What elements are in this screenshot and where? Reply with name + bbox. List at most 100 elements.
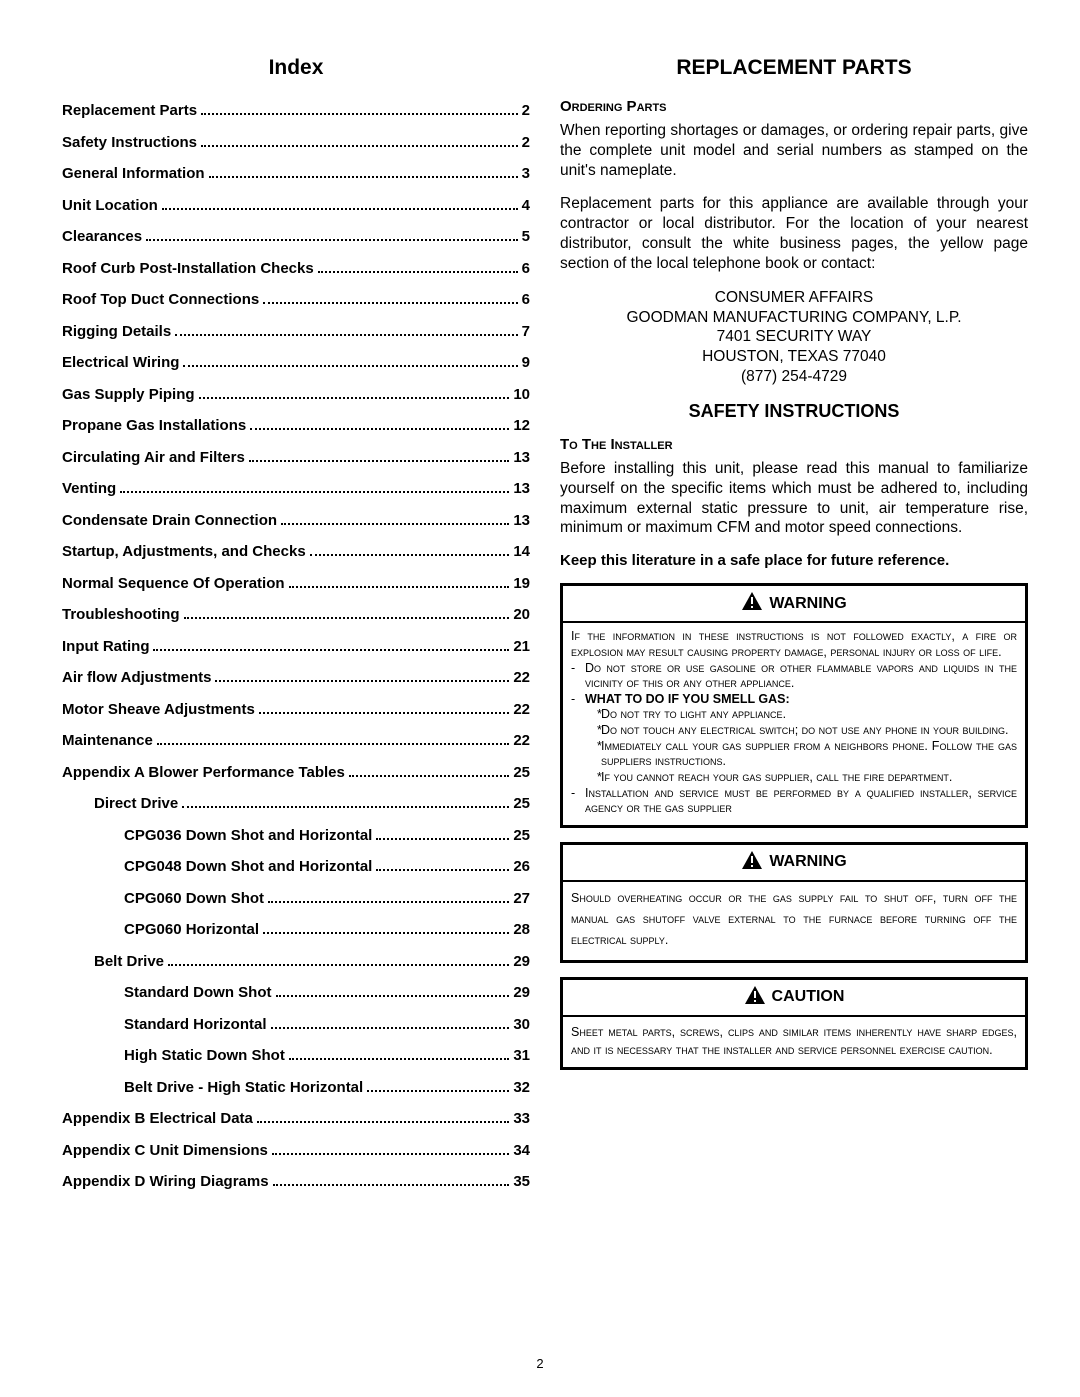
contact-block: CONSUMER AFFAIRS GOODMAN MANUFACTURING C…: [560, 288, 1028, 387]
toc-row: General Information3: [62, 165, 530, 182]
toc-page: 29: [513, 953, 530, 970]
warning-box-1: WARNING If the information in these inst…: [560, 583, 1028, 828]
toc-label: Replacement Parts: [62, 102, 197, 119]
contact-l3: 7401 SECURITY WAY: [717, 328, 872, 345]
toc-dots: [263, 932, 509, 934]
dash-bullet: -: [571, 692, 585, 708]
index-title: Index: [62, 56, 530, 80]
toc-page: 27: [513, 890, 530, 907]
toc-dots: [153, 649, 509, 651]
toc-label: Appendix C Unit Dimensions: [62, 1142, 268, 1159]
toc-label: Electrical Wiring: [62, 354, 179, 371]
toc-dots: [318, 271, 518, 273]
toc-page: 2: [522, 102, 530, 119]
toc-page: 30: [513, 1016, 530, 1033]
toc-page: 6: [522, 291, 530, 308]
toc-page: 31: [513, 1047, 530, 1064]
toc-label: CPG060 Horizontal: [124, 921, 259, 938]
toc-page: 7: [522, 323, 530, 340]
toc-label: Roof Top Duct Connections: [62, 291, 259, 308]
toc-row: Input Rating 21: [62, 638, 530, 655]
w1-s2: Do not touch any electrical switch; do n…: [601, 723, 1009, 739]
warning-box-2: WARNING Should overheating occur or the …: [560, 842, 1028, 963]
page-number: 2: [0, 1356, 1080, 1371]
toc-label: CPG048 Down Shot and Horizontal: [124, 858, 372, 875]
toc-label: Belt Drive - High Static Horizontal: [124, 1079, 363, 1096]
toc-label: High Static Down Shot: [124, 1047, 285, 1064]
toc-page: 4: [522, 197, 530, 214]
contact-l4: HOUSTON, TEXAS 77040: [702, 348, 886, 365]
w1-s3: Immediately call your gas supplier from …: [601, 739, 1017, 770]
toc-label: Input Rating: [62, 638, 149, 655]
toc-row: Appendix B Electrical Data33: [62, 1110, 530, 1127]
toc-row: Motor Sheave Adjustments22: [62, 701, 530, 718]
dash-bullet: -: [571, 786, 585, 817]
toc-page: 33: [513, 1110, 530, 1127]
toc-dots: [175, 334, 517, 336]
toc-label: Circulating Air and Filters: [62, 449, 245, 466]
toc-dots: [289, 1058, 509, 1060]
toc-label: Propane Gas Installations: [62, 417, 246, 434]
toc-label: Roof Curb Post-Installation Checks: [62, 260, 314, 277]
toc-row: CPG060 Down Shot 27: [62, 890, 530, 907]
toc-row: Clearances5: [62, 228, 530, 245]
toc-label: Venting: [62, 480, 116, 497]
toc-page: 2: [522, 134, 530, 151]
contact-l1: CONSUMER AFFAIRS: [715, 289, 873, 306]
toc-dots: [157, 743, 509, 745]
toc-row: Propane Gas Installations12: [62, 417, 530, 434]
ordering-parts-p1: When reporting shortages or damages, or …: [560, 121, 1028, 180]
toc-dots: [250, 428, 509, 430]
toc-dots: [268, 901, 509, 903]
toc-list: Replacement Parts2Safety Instructions2Ge…: [62, 102, 530, 1190]
star-bullet: *: [571, 723, 601, 739]
toc-label: Motor Sheave Adjustments: [62, 701, 255, 718]
toc-row: CPG036 Down Shot and Horizontal25: [62, 827, 530, 844]
toc-page: 13: [513, 480, 530, 497]
toc-row: Gas Supply Piping10: [62, 386, 530, 403]
toc-row: Appendix C Unit Dimensions34: [62, 1142, 530, 1159]
contact-l2: GOODMAN MANUFACTURING COMPANY, L.P.: [626, 309, 961, 326]
keep-literature: Keep this literature in a safe place for…: [560, 552, 1028, 569]
safety-instructions-title: SAFETY INSTRUCTIONS: [560, 401, 1028, 422]
toc-page: 20: [513, 606, 530, 623]
toc-label: Direct Drive: [94, 795, 178, 812]
warning-body-2: Should overheating occur or the gas supp…: [563, 882, 1025, 960]
warning-label-2: WARNING: [769, 853, 846, 871]
toc-dots: [349, 775, 509, 777]
toc-page: 28: [513, 921, 530, 938]
toc-page: 13: [513, 449, 530, 466]
toc-label: CPG060 Down Shot: [124, 890, 264, 907]
toc-page: 13: [513, 512, 530, 529]
toc-label: Normal Sequence Of Operation: [62, 575, 285, 592]
warning-icon: [741, 850, 763, 875]
star-bullet: *: [571, 770, 601, 786]
w1-s1-row: * Do not try to light any appliance.: [571, 707, 1017, 723]
toc-label: Standard Horizontal: [124, 1016, 267, 1033]
toc-row: Direct Drive25: [62, 795, 530, 812]
toc-dots: [281, 523, 509, 525]
toc-row: Replacement Parts 2: [62, 102, 530, 119]
toc-dots: [289, 586, 510, 588]
toc-row: Normal Sequence Of Operation 19: [62, 575, 530, 592]
toc-row: Troubleshooting20: [62, 606, 530, 623]
toc-dots: [259, 712, 510, 714]
w1-whattodo: WHAT TO DO IF YOU SMELL GAS:: [585, 692, 790, 708]
toc-page: 19: [513, 575, 530, 592]
toc-row: Air flow Adjustments22: [62, 669, 530, 686]
toc-dots: [162, 208, 518, 210]
warning-body-1: If the information in these instructions…: [563, 623, 1025, 825]
warning-label-1: WARNING: [769, 595, 846, 613]
toc-dots: [263, 302, 517, 304]
toc-row: Condensate Drain Connection13: [62, 512, 530, 529]
w1-s4: If you cannot reach your gas supplier, c…: [601, 770, 952, 786]
toc-page: 21: [513, 638, 530, 655]
toc-row: Unit Location4: [62, 197, 530, 214]
ordering-parts-heading: Ordering Parts: [560, 98, 1028, 115]
toc-row: Belt Drive - High Static Horizontal32: [62, 1079, 530, 1096]
toc-dots: [273, 1184, 510, 1186]
toc-row: Safety Instructions2: [62, 134, 530, 151]
toc-label: Gas Supply Piping: [62, 386, 195, 403]
toc-page: 6: [522, 260, 530, 277]
toc-label: Air flow Adjustments: [62, 669, 211, 686]
